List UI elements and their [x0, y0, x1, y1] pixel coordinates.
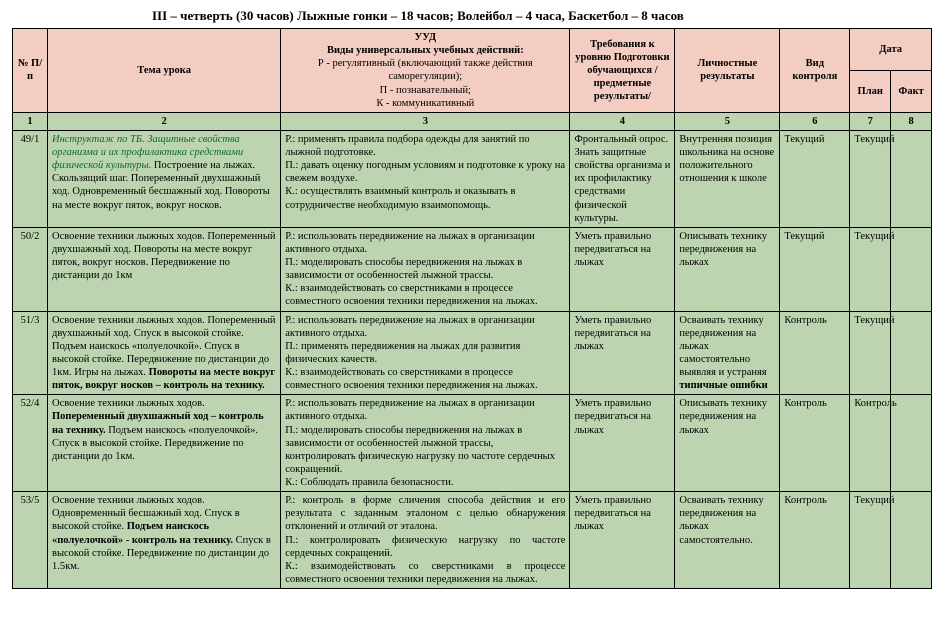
- cell-req: Уметь правильно передвигаться на лыжах: [570, 395, 675, 492]
- uud-sub2: Р - регулятивный (включающий также дейст…: [318, 58, 533, 82]
- cell-req: Уметь правильно передвигаться на лыжах: [570, 227, 675, 311]
- cell-topic: Освоение техники лыжных ходов. Поперемен…: [47, 311, 280, 395]
- cell-num: 50/2: [13, 227, 48, 311]
- th-plan: План: [850, 70, 891, 112]
- colnum-3: 3: [281, 112, 570, 130]
- th-uud: УУД Виды универсальных учебных действий:…: [281, 29, 570, 113]
- cell-num: 49/1: [13, 130, 48, 227]
- cell-uud: Р.: использовать передвижение на лыжах в…: [281, 395, 570, 492]
- cell-plan: Текущий: [850, 227, 891, 311]
- cell-fact: [891, 492, 932, 589]
- topic-p1: Освоение техники лыжных ходов.: [52, 398, 205, 409]
- th-req: Требования к уровню Подготовки обучающих…: [570, 29, 675, 113]
- cell-num: 53/5: [13, 492, 48, 589]
- uud-sub3: П - познавательный;: [380, 85, 471, 96]
- cell-plan: Текущий: [850, 130, 891, 227]
- colnum-6: 6: [780, 112, 850, 130]
- colnum-4: 4: [570, 112, 675, 130]
- table-row: 49/1 Инструктаж по ТБ. Защитные свойства…: [13, 130, 932, 227]
- cell-req: Фронтальный опрос. Знать защитные свойст…: [570, 130, 675, 227]
- colnum-8: 8: [891, 112, 932, 130]
- lesson-plan-table: № П/п Тема урока УУД Виды универсальных …: [12, 28, 932, 589]
- cell-pers: Осваивать технику передвижения на лыжах …: [675, 311, 780, 395]
- colnum-7: 7: [850, 112, 891, 130]
- cell-uud: Р.: использовать передвижение на лыжах в…: [281, 227, 570, 311]
- cell-pers: Внутренняя позиция школьника на основе п…: [675, 130, 780, 227]
- table-row: 53/5 Освоение техники лыжных ходов. Одно…: [13, 492, 932, 589]
- colnum-5: 5: [675, 112, 780, 130]
- cell-plan: Текущий: [850, 311, 891, 395]
- th-pers: Личностные результаты: [675, 29, 780, 113]
- cell-fact: [891, 227, 932, 311]
- cell-ctrl: Контроль: [780, 492, 850, 589]
- cell-req: Уметь правильно передвигаться на лыжах: [570, 311, 675, 395]
- uud-sub1: Виды универсальных учебных действий:: [327, 45, 524, 56]
- cell-fact: [891, 130, 932, 227]
- th-date: Дата: [850, 29, 932, 71]
- th-ctrl: Вид контроля: [780, 29, 850, 113]
- th-num: № П/п: [13, 29, 48, 113]
- cell-topic: Освоение техники лыжных ходов. Поперемен…: [47, 395, 280, 492]
- column-number-row: 1 2 3 4 5 6 7 8: [13, 112, 932, 130]
- table-row: 51/3 Освоение техники лыжных ходов. Попе…: [13, 311, 932, 395]
- uud-sub4: К - коммуникативный: [376, 98, 474, 109]
- th-fact: Факт: [891, 70, 932, 112]
- pers-p1: Осваивать технику передвижения на лыжах …: [679, 315, 766, 379]
- cell-uud: Р.: контроль в форме сличения способа де…: [281, 492, 570, 589]
- page-title: III – четверть (30 часов) Лыжные гонки –…: [12, 8, 932, 24]
- pers-bold: типичные ошибки: [679, 380, 767, 391]
- colnum-2: 2: [47, 112, 280, 130]
- cell-fact: [891, 311, 932, 395]
- th-topic: Тема урока: [47, 29, 280, 113]
- uud-title: УУД: [415, 32, 437, 43]
- cell-ctrl: Контроль: [780, 311, 850, 395]
- cell-pers: Осваивать технику передвижения на лыжах …: [675, 492, 780, 589]
- cell-ctrl: Текущий: [780, 227, 850, 311]
- cell-uud: Р.: использовать передвижение на лыжах в…: [281, 311, 570, 395]
- cell-pers: Описывать технику передвижения на лыжах: [675, 227, 780, 311]
- table-row: 50/2 Освоение техники лыжных ходов. Попе…: [13, 227, 932, 311]
- cell-num: 52/4: [13, 395, 48, 492]
- cell-topic: Освоение техники лыжных ходов. Одновреме…: [47, 492, 280, 589]
- cell-topic: Инструктаж по ТБ. Защитные свойства орга…: [47, 130, 280, 227]
- cell-fact: [891, 395, 932, 492]
- cell-req: Уметь правильно передвигаться на лыжах: [570, 492, 675, 589]
- cell-plan: Контроль: [850, 395, 891, 492]
- colnum-1: 1: [13, 112, 48, 130]
- cell-num: 51/3: [13, 311, 48, 395]
- table-row: 52/4 Освоение техники лыжных ходов. Попе…: [13, 395, 932, 492]
- cell-ctrl: Контроль: [780, 395, 850, 492]
- cell-ctrl: Текущий: [780, 130, 850, 227]
- cell-pers: Описывать технику передвижения на лыжах: [675, 395, 780, 492]
- cell-plan: Текущий: [850, 492, 891, 589]
- cell-topic: Освоение техники лыжных ходов. Поперемен…: [47, 227, 280, 311]
- cell-uud: Р.: применять правила подбора одежды для…: [281, 130, 570, 227]
